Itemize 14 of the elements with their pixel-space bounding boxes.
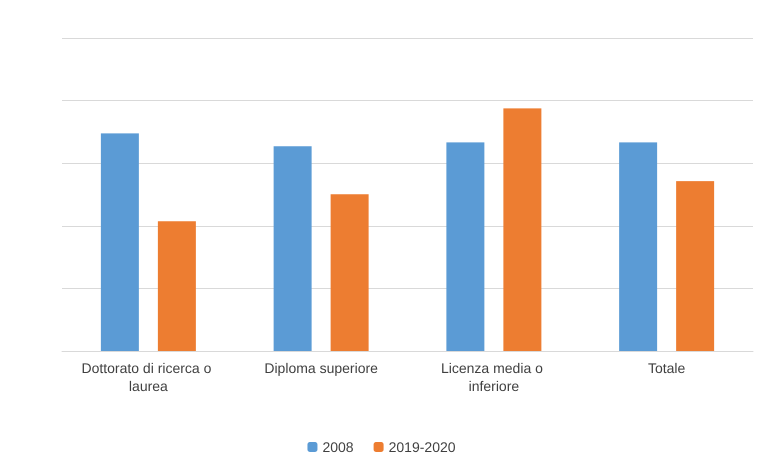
bar [158, 221, 196, 351]
legend-label: 2019-2020 [388, 439, 456, 455]
x-tick-label: Totale [648, 360, 686, 376]
bar [274, 146, 312, 351]
bar [676, 181, 714, 351]
bar [619, 142, 658, 351]
legend-label: 2008 [322, 439, 354, 455]
x-tick-label: Licenza media o inferiore [440, 360, 547, 394]
x-tick-label: Dottorato di ricerca o laurea [81, 360, 216, 394]
x-tick-label: Diploma superiore [264, 360, 378, 376]
bar [330, 194, 369, 351]
bar [446, 142, 484, 351]
bar [503, 108, 542, 351]
bar [100, 133, 139, 351]
